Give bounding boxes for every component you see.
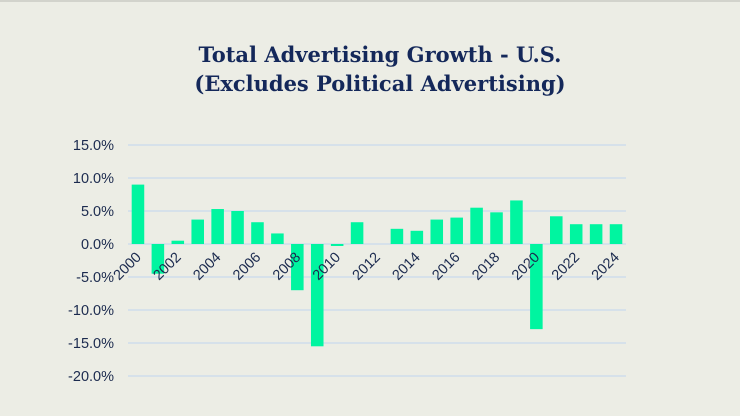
bar-2023 bbox=[589, 224, 603, 244]
y-tick-label: -10.0% bbox=[68, 303, 114, 319]
bar-2002 bbox=[171, 240, 185, 244]
bar-2003 bbox=[191, 219, 204, 244]
bars bbox=[131, 184, 623, 347]
gridlines bbox=[128, 144, 626, 377]
y-axis: 15.0% 10.0% 5.0% 0.0% -5.0% -10.0% -15.0% -20.0… bbox=[68, 138, 114, 385]
y-tick-label: 0.0% bbox=[81, 237, 114, 253]
bar-2005 bbox=[231, 211, 244, 244]
bar-2014 bbox=[410, 230, 424, 244]
x-axis: 2000 2002 2004 2006 2008 2010 2012 2014 2016 2018… bbox=[111, 250, 623, 284]
bar-2011 bbox=[350, 222, 364, 244]
y-tick-label: -15.0% bbox=[68, 336, 114, 352]
x-tick-label: 2004 bbox=[190, 250, 224, 284]
bar-2017 bbox=[470, 207, 483, 244]
bar-2015 bbox=[430, 219, 444, 244]
x-tick-label: 2018 bbox=[469, 250, 503, 284]
top-border bbox=[0, 0, 740, 2]
bar-2004 bbox=[211, 209, 224, 244]
bar-2020 bbox=[530, 244, 543, 330]
x-tick-label: 2000 bbox=[111, 250, 145, 284]
bar-2006 bbox=[251, 222, 264, 244]
bar-2019 bbox=[510, 200, 523, 244]
bar-2001 bbox=[151, 244, 165, 274]
x-tick-label: 2012 bbox=[350, 250, 384, 284]
bar-2010 bbox=[330, 244, 344, 246]
x-tick-label: 2024 bbox=[589, 250, 623, 284]
y-tick-label: 10.0% bbox=[73, 171, 114, 187]
y-tick-label: -5.0% bbox=[76, 270, 114, 286]
x-tick-label: 2022 bbox=[549, 250, 583, 284]
bar-2016 bbox=[450, 217, 463, 244]
x-tick-label: 2006 bbox=[230, 250, 264, 284]
bar-2018 bbox=[490, 212, 503, 244]
bar-2024 bbox=[609, 224, 623, 244]
y-tick-label: 15.0% bbox=[73, 138, 114, 154]
bar-2007 bbox=[271, 233, 284, 244]
chart-title-line1: Total Advertising Growth - U.S. bbox=[198, 42, 562, 67]
x-tick-label: 2016 bbox=[429, 250, 463, 284]
x-tick-label: 2014 bbox=[390, 250, 424, 284]
chart-title: Total Advertising Growth - U.S. (Exclude… bbox=[0, 40, 740, 98]
bar-2000 bbox=[131, 184, 145, 244]
y-tick-label: -20.0% bbox=[68, 369, 114, 385]
bar-2013 bbox=[390, 228, 404, 244]
bar-2008 bbox=[291, 244, 304, 291]
bar-2009 bbox=[310, 244, 324, 347]
chart-subtitle: (Excludes Political Advertising) bbox=[194, 71, 566, 96]
bar-2021 bbox=[550, 216, 563, 244]
y-tick-label: 5.0% bbox=[81, 204, 114, 220]
bar-2022 bbox=[569, 224, 583, 244]
